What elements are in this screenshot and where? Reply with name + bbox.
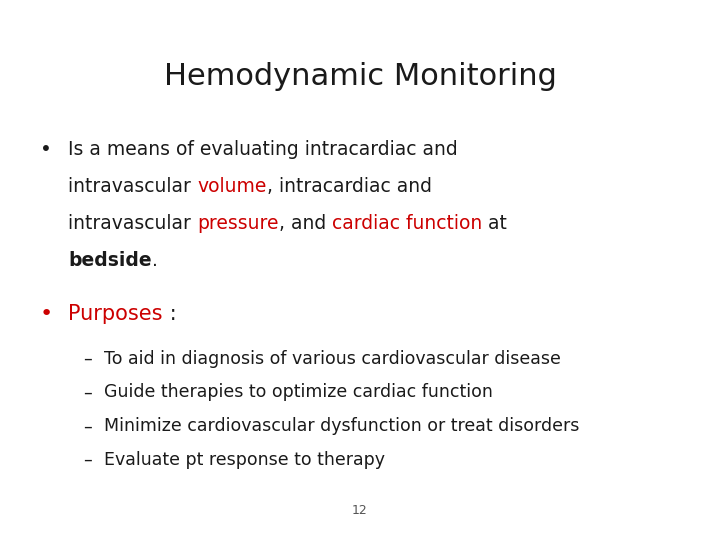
Text: To aid in diagnosis of various cardiovascular disease: To aid in diagnosis of various cardiovas… — [104, 350, 562, 368]
Text: pressure: pressure — [197, 214, 279, 233]
Text: Purposes: Purposes — [68, 304, 163, 324]
Text: Minimize cardiovascular dysfunction or treat disorders: Minimize cardiovascular dysfunction or t… — [104, 417, 580, 435]
Text: :: : — [163, 304, 176, 324]
Text: cardiac function: cardiac function — [332, 214, 482, 233]
Text: intravascular: intravascular — [68, 177, 197, 196]
Text: Evaluate pt response to therapy: Evaluate pt response to therapy — [104, 451, 385, 469]
Text: , and: , and — [279, 214, 332, 233]
Text: –: – — [83, 383, 91, 401]
Text: at: at — [482, 214, 507, 233]
Text: –: – — [83, 451, 91, 469]
Text: Hemodynamic Monitoring: Hemodynamic Monitoring — [163, 62, 557, 91]
Text: bedside: bedside — [68, 251, 152, 269]
Text: –: – — [83, 417, 91, 435]
Text: volume: volume — [197, 177, 266, 196]
Text: Is a means of evaluating intracardiac and: Is a means of evaluating intracardiac an… — [68, 140, 458, 159]
Text: .: . — [152, 251, 158, 269]
Text: •: • — [40, 304, 53, 324]
Text: 12: 12 — [352, 504, 368, 517]
Text: , intracardiac and: , intracardiac and — [266, 177, 432, 196]
Text: Guide therapies to optimize cardiac function: Guide therapies to optimize cardiac func… — [104, 383, 493, 401]
Text: –: – — [83, 350, 91, 368]
Text: •: • — [40, 140, 51, 159]
Text: intravascular: intravascular — [68, 214, 197, 233]
